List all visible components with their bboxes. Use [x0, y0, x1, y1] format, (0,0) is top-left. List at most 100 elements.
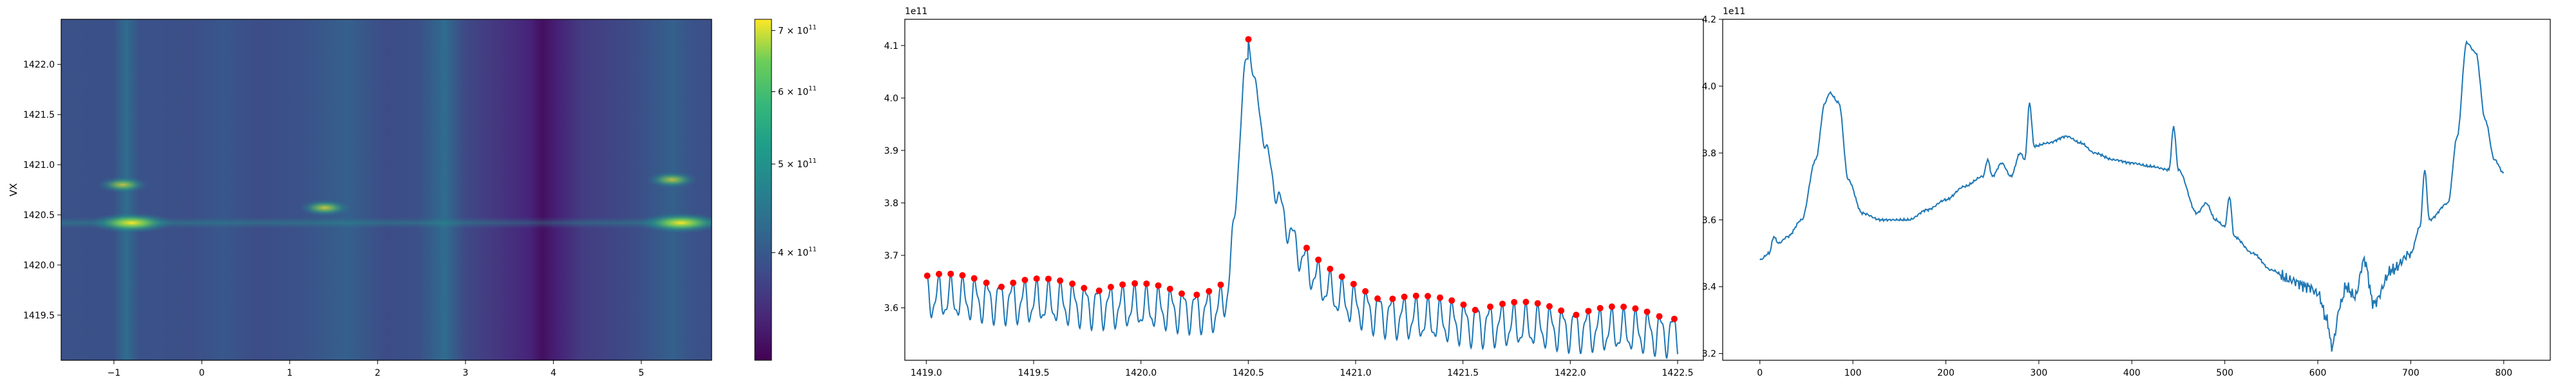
chart3-x-tick-label: 800: [2495, 368, 2512, 378]
chart2-x-tick-label: 1422.0: [1555, 368, 1586, 378]
heatmap-x-tick-label: 4: [551, 368, 556, 378]
chart2-peak-marker: [959, 271, 966, 279]
chart2-peak-marker: [1119, 281, 1126, 288]
chart2-peak-marker: [1460, 301, 1467, 308]
chart2-peak-marker: [998, 283, 1005, 290]
chart2-peak-marker: [1437, 294, 1444, 301]
heatmap-y-tick-label: 1420.0: [23, 261, 55, 271]
chart2-peak-marker: [1155, 282, 1162, 289]
chart2-peak-marker: [1033, 275, 1040, 282]
heatmap-y-tick-label: 1421.0: [23, 160, 55, 170]
chart2-offset-text: 1e11: [905, 6, 927, 17]
chart2-peak-marker: [1608, 303, 1615, 310]
chart2-x-tick-label: 1421.5: [1447, 368, 1479, 378]
heatmap-x-tick-label: −1: [108, 368, 121, 378]
chart2-peak-marker: [971, 275, 978, 282]
chart2-peak-marker: [1069, 280, 1076, 288]
chart3-series-line: [1759, 40, 2505, 352]
chart2-peak-marker: [1412, 292, 1419, 299]
heatmap-panel: −1 0 1 2 3 4 5 1419.51420.01420.51421.01421.51…: [8, 19, 712, 378]
chart2-peak-marker: [1487, 303, 1494, 310]
chart3-y-tick-label: 4.0: [1702, 82, 1716, 92]
chart2-peak-marker: [1338, 273, 1345, 280]
chart2-x-tick-label: 1421.0: [1340, 368, 1372, 378]
chart2-peak-marker: [1315, 256, 1322, 263]
chart2-peak-marker: [1558, 307, 1565, 314]
chart2-peak-marker: [1374, 295, 1381, 302]
chart2-peak-marker: [1511, 299, 1518, 306]
chart2-y-tick-label: 3.9: [884, 146, 898, 156]
chart3-y-tick-label: 3.6: [1702, 216, 1716, 226]
chart2-peak-marker: [1522, 299, 1530, 306]
chart3-x-tick-label: 500: [2216, 368, 2233, 378]
chart2-peak-markers: [923, 36, 1678, 322]
heatmap-image: [61, 19, 712, 360]
chart2-peak-marker: [1107, 284, 1114, 291]
chart2-peak-marker: [923, 272, 931, 279]
chart2-peak-marker: [1448, 297, 1455, 304]
chart2-peak-marker: [1656, 313, 1663, 320]
colorbar-ticks: 4 × 1011 5 × 1011 6 × 1011 7 × 1011: [772, 24, 817, 259]
chart3-x-tick-label: 600: [2309, 368, 2327, 378]
heatmap-y-ticks: 1419.5 1420.0 1420.5 1421.0 1421.5 1422.0: [23, 60, 61, 321]
heatmap-hotspot: [90, 212, 174, 234]
chart2-peak-marker: [1546, 303, 1553, 310]
chart2-peak-marker: [1585, 308, 1592, 315]
heatmap-band: [61, 217, 712, 229]
chart3-x-tick-label: 400: [2123, 368, 2141, 378]
chart2-peak-marker: [1573, 311, 1580, 318]
heatmap-hotspot: [646, 171, 698, 188]
chart2-peak-marker: [1166, 286, 1173, 293]
chart2-series-line: [925, 39, 1678, 360]
chart2-peak-marker: [936, 270, 943, 277]
chart2-y-tick-label: 3.8: [884, 198, 898, 208]
chart2-x-tick-label: 1419.0: [911, 368, 942, 378]
chart2-x-tick-label: 1422.5: [1662, 368, 1694, 378]
colorbar-tick-label: 5 × 1011: [778, 158, 817, 170]
chart2-x-tick-label: 1420.0: [1125, 368, 1157, 378]
chart3-x-tick-label: 0: [1757, 368, 1763, 378]
heatmap-x-tick-label: 1: [287, 368, 292, 378]
chart3-x-tick-label: 200: [1937, 368, 1955, 378]
heatmap-x-tick-label: 0: [199, 368, 205, 378]
heatmap-y-tick-label: 1419.5: [23, 311, 55, 321]
chart3-frame: [1722, 19, 2551, 361]
chart2-x-tick-label: 1419.5: [1018, 368, 1050, 378]
chart2-peak-marker: [1534, 300, 1541, 307]
chart3-y-tick-label: 4.2: [1702, 15, 1716, 25]
chart2-x-ticks: 1419.0 1419.5 1420.0 1420.5 1421.0 1421.5 1422…: [911, 360, 1694, 378]
chart2-y-tick-label: 3.7: [884, 251, 898, 261]
heatmap-x-tick-label: 3: [462, 368, 468, 378]
chart2-peak-marker: [1632, 305, 1639, 312]
chart2-peak-marker: [1045, 275, 1052, 282]
chart2-y-tick-label: 4.0: [884, 93, 898, 104]
chart2-peak-marker: [1179, 290, 1185, 297]
chart2-peak-marker: [1057, 277, 1064, 284]
chart3-offset-text: 1e11: [1723, 6, 1745, 17]
heatmap-y-tick-label: 1421.5: [23, 110, 55, 120]
heatmap-hotspot: [299, 199, 351, 217]
chart2-peak-marker: [1081, 284, 1088, 291]
chart3-y-tick-label: 3.8: [1702, 149, 1716, 159]
chart2-y-tick-label: 4.1: [884, 41, 898, 51]
chart2-peak-marker: [1245, 36, 1252, 43]
colorbar-tick-label: 7 × 1011: [778, 24, 817, 36]
chart2-peak-marker: [1193, 291, 1200, 299]
chart3-y-tick-label: 3.4: [1702, 282, 1716, 293]
chart2-y-ticks: 3.6 3.7 3.8 3.9 4.0 4.1: [884, 41, 905, 313]
chart2-peak-marker: [1643, 308, 1651, 315]
heatmap-x-tick-label: 2: [375, 368, 381, 378]
chart2-peak-marker: [1143, 280, 1150, 287]
colorbar-tick-label: 4 × 1011: [778, 246, 817, 259]
chart2-x-tick-label: 1420.5: [1233, 368, 1264, 378]
chart2-peak-marker: [1620, 303, 1627, 310]
chart2-peak-marker: [1132, 280, 1139, 287]
heatmap-x-ticks: −1 0 1 2 3 4 5: [108, 360, 644, 378]
chart2-peak-marker: [1327, 265, 1334, 272]
chart2-peak-marker: [1021, 277, 1028, 284]
colorbar: 4 × 1011 5 × 1011 6 × 1011 7 × 1011: [754, 19, 817, 361]
line-chart-profile: 1e11 0 100 200 300 400 500 600 700 800 3.2 3.4 3.6…: [1702, 6, 2551, 378]
chart2-peak-marker: [1303, 244, 1310, 252]
chart2-peak-marker: [1596, 304, 1604, 311]
